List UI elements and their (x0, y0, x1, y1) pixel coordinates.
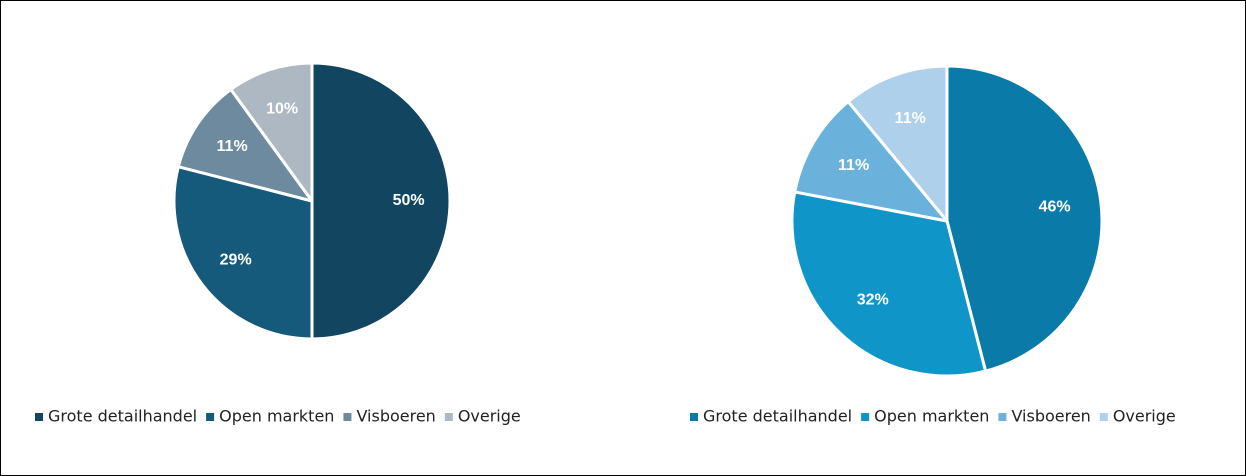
legend-label: Visboeren (1011, 407, 1090, 426)
pie-slice (229, 61, 314, 203)
legend-label: Grote detailhandel (48, 407, 197, 426)
data-label: 11% (895, 110, 926, 127)
legend-swatch (690, 413, 698, 421)
legend-label: Open markten (874, 407, 989, 426)
data-label: 29% (220, 251, 252, 268)
data-label: 50% (393, 192, 425, 209)
data-label: 46% (1039, 199, 1071, 216)
legend-swatch (998, 413, 1007, 421)
legend-swatch (343, 413, 352, 421)
legend-swatch (206, 413, 215, 421)
legend-label: Open markten (219, 407, 334, 426)
pie-slice (310, 61, 452, 341)
data-label: 11% (217, 138, 248, 155)
legend-label: Visboeren (356, 407, 435, 426)
pie-slice (793, 100, 949, 223)
legend-swatch (444, 413, 453, 421)
data-label: 11% (838, 157, 869, 174)
legend-swatch (35, 413, 43, 421)
pie-slice (172, 165, 314, 341)
legend-label: Grote detailhandel (703, 407, 852, 426)
data-label: 32% (857, 291, 889, 308)
legend-label: Overige (1113, 407, 1176, 426)
legend-swatch (1099, 413, 1108, 421)
legend-label: Overige (458, 407, 521, 426)
pie-slice (176, 87, 314, 203)
legend-swatch (861, 413, 870, 421)
pie-slice (790, 190, 988, 378)
pie-slice (945, 64, 1104, 373)
data-label: 10% (266, 100, 298, 117)
pie-slice (846, 64, 949, 223)
